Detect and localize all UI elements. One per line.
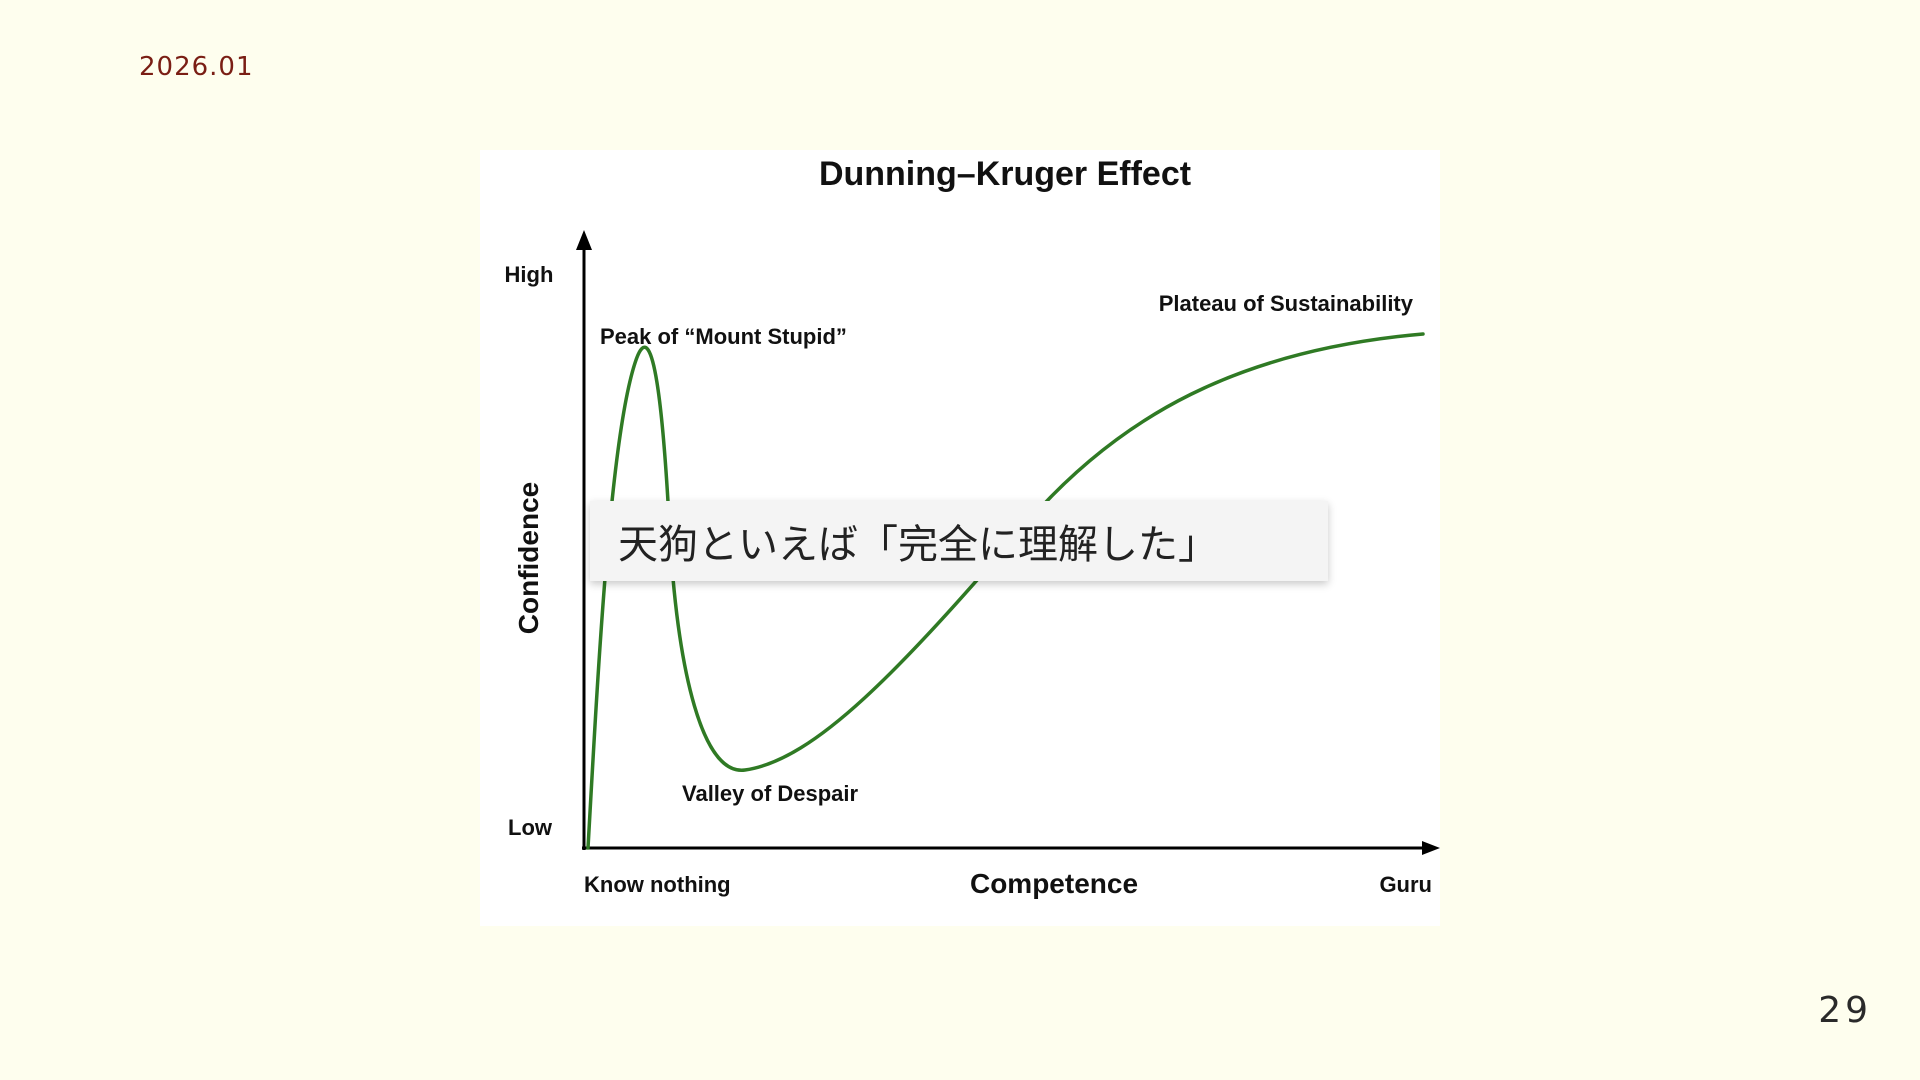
x-axis-right-label: Guru [1379,872,1432,897]
dunning-kruger-diagram: Dunning–Kruger Effect High Low Confidenc… [505,155,1440,899]
annotation-peak: Peak of “Mount Stupid” [600,324,847,349]
y-axis-title: Confidence [513,482,544,634]
annotation-valley: Valley of Despair [682,781,859,806]
x-axis-left-label: Know nothing [584,872,731,897]
slide-date: 2026.01 [139,52,254,82]
y-axis-low-label: Low [508,815,553,840]
annotation-plateau: Plateau of Sustainability [1159,291,1414,316]
y-axis-high-label: High [505,262,554,287]
callout-text: 天狗といえば「完全に理解した」 [618,522,1218,568]
confidence-curve [586,332,1425,850]
callout-box: 天狗といえば「完全に理解した」 [590,501,1328,581]
x-axis-title: Competence [970,868,1138,899]
page-number: 29 [1818,990,1872,1031]
diagram-title: Dunning–Kruger Effect [819,155,1191,193]
y-axis-arrow [576,230,592,250]
x-axis-arrow [1422,841,1440,855]
